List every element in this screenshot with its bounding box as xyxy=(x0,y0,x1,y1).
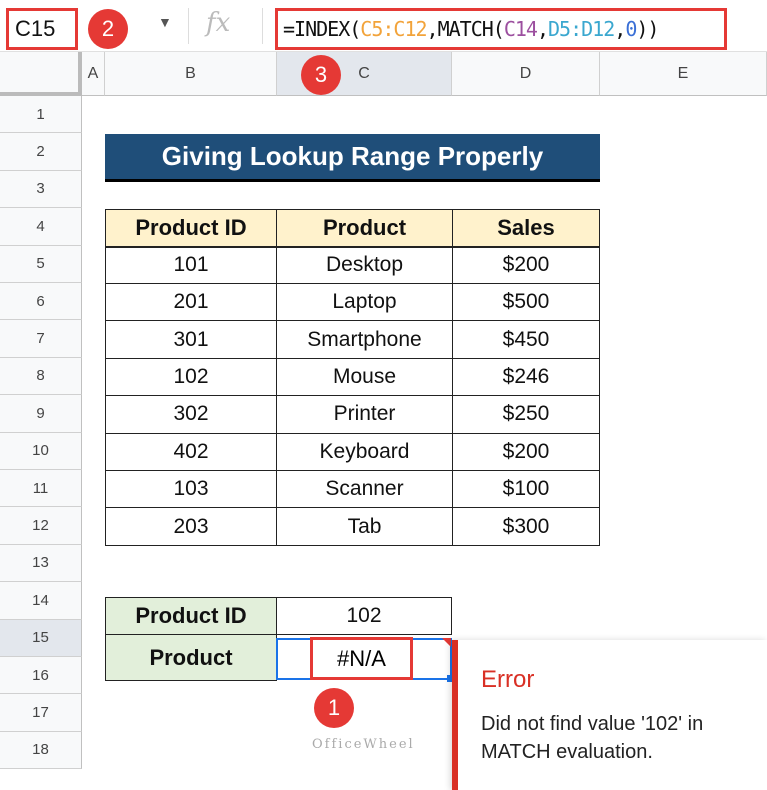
step-badge-2: 2 xyxy=(88,9,128,49)
watermark-logo: OfficeWheel xyxy=(312,737,415,752)
sheet-title: Giving Lookup Range Properly xyxy=(105,134,600,182)
chevron-down-icon[interactable]: ▼ xyxy=(158,14,172,30)
lookup-id-value[interactable]: 102 xyxy=(276,597,452,635)
fill-handle[interactable] xyxy=(447,675,454,682)
table-cell[interactable]: Printer xyxy=(276,395,453,434)
row-header-4[interactable]: 4 xyxy=(0,208,82,246)
formula-part: 0 xyxy=(625,17,637,41)
column-header-B[interactable]: B xyxy=(105,52,277,96)
row-header-2[interactable]: 2 xyxy=(0,133,82,171)
row-header-13[interactable]: 13 xyxy=(0,544,82,583)
table-cell[interactable]: Desktop xyxy=(276,245,453,284)
formula-part: D5:D12 xyxy=(548,17,615,41)
row-header-5[interactable]: 5 xyxy=(0,245,82,283)
row-header-1[interactable]: 1 xyxy=(0,96,82,134)
row-header-18[interactable]: 18 xyxy=(0,731,82,770)
formula-part: , xyxy=(614,17,626,41)
formula-part: C14 xyxy=(503,17,538,41)
row-header-15[interactable]: 15 xyxy=(0,619,82,657)
table-cell[interactable]: Tab xyxy=(276,507,453,546)
row-header-6[interactable]: 6 xyxy=(0,283,82,321)
step-badge-1: 1 xyxy=(314,688,354,728)
table-cell[interactable]: $200 xyxy=(452,432,600,471)
column-header-D[interactable]: D xyxy=(452,52,600,96)
row-header-12[interactable]: 12 xyxy=(0,507,82,545)
table-cell[interactable]: $246 xyxy=(452,357,600,397)
formula-part: ,MATCH( xyxy=(426,17,505,41)
formula-part: )) xyxy=(636,17,659,41)
table-cell[interactable]: 302 xyxy=(105,395,277,434)
formula-part: C5:C12 xyxy=(360,17,427,41)
row-header-16[interactable]: 16 xyxy=(0,657,82,695)
table-cell[interactable]: 402 xyxy=(105,432,277,471)
divider xyxy=(188,8,189,44)
table-cell[interactable]: 203 xyxy=(105,507,277,546)
row-header-10[interactable]: 10 xyxy=(0,432,82,470)
step-badge-3: 3 xyxy=(301,55,341,95)
error-title: Error xyxy=(481,666,535,693)
formula-part: , xyxy=(536,17,549,41)
fx-icon: fx xyxy=(206,8,231,38)
table-cell[interactable]: $500 xyxy=(452,283,600,322)
table-cell[interactable]: 301 xyxy=(105,320,277,359)
row-header-3[interactable]: 3 xyxy=(0,170,82,209)
error-popup: Error Did not find value '102' in MATCH … xyxy=(452,640,767,790)
table-header: Sales xyxy=(452,209,600,248)
table-cell[interactable]: Laptop xyxy=(276,283,453,322)
error-message: Did not find value '102' in MATCH evalua… xyxy=(481,713,704,763)
row-header-14[interactable]: 14 xyxy=(0,582,82,620)
column-header-A[interactable]: A xyxy=(82,52,105,96)
table-cell[interactable]: 102 xyxy=(105,357,277,397)
name-box[interactable]: C15 xyxy=(6,8,78,50)
row-header-7[interactable]: 7 xyxy=(0,320,82,358)
error-value: #N/A xyxy=(310,637,413,680)
select-all-corner[interactable] xyxy=(0,52,82,96)
table-cell[interactable]: 201 xyxy=(105,283,277,322)
table-cell[interactable]: $300 xyxy=(452,507,600,546)
table-cell[interactable]: Smartphone xyxy=(276,320,453,359)
table-cell[interactable]: $450 xyxy=(452,320,600,359)
table-cell[interactable]: 103 xyxy=(105,470,277,509)
table-header: Product xyxy=(276,209,453,248)
row-header-9[interactable]: 9 xyxy=(0,395,82,433)
row-header-17[interactable]: 17 xyxy=(0,694,82,732)
divider xyxy=(262,8,263,44)
table-cell[interactable]: $200 xyxy=(452,245,600,284)
table-cell[interactable]: $250 xyxy=(452,395,600,434)
row-header-8[interactable]: 8 xyxy=(0,357,82,396)
column-header-E[interactable]: E xyxy=(600,52,767,96)
table-cell[interactable]: Keyboard xyxy=(276,432,453,471)
row-header-11[interactable]: 11 xyxy=(0,470,82,508)
formula-part: =INDEX( xyxy=(283,17,361,41)
formula-input[interactable]: =INDEX(C5:C12,MATCH(C14,D5:D12,0)) xyxy=(275,8,727,50)
table-header: Product ID xyxy=(105,209,277,248)
table-cell[interactable]: 101 xyxy=(105,245,277,284)
table-cell[interactable]: Mouse xyxy=(276,357,453,397)
table-cell[interactable]: $100 xyxy=(452,470,600,509)
table-cell[interactable]: Scanner xyxy=(276,470,453,509)
lookup-id-label: Product ID xyxy=(105,597,277,635)
lookup-product-label: Product xyxy=(105,634,277,681)
error-indicator-icon xyxy=(442,638,451,647)
